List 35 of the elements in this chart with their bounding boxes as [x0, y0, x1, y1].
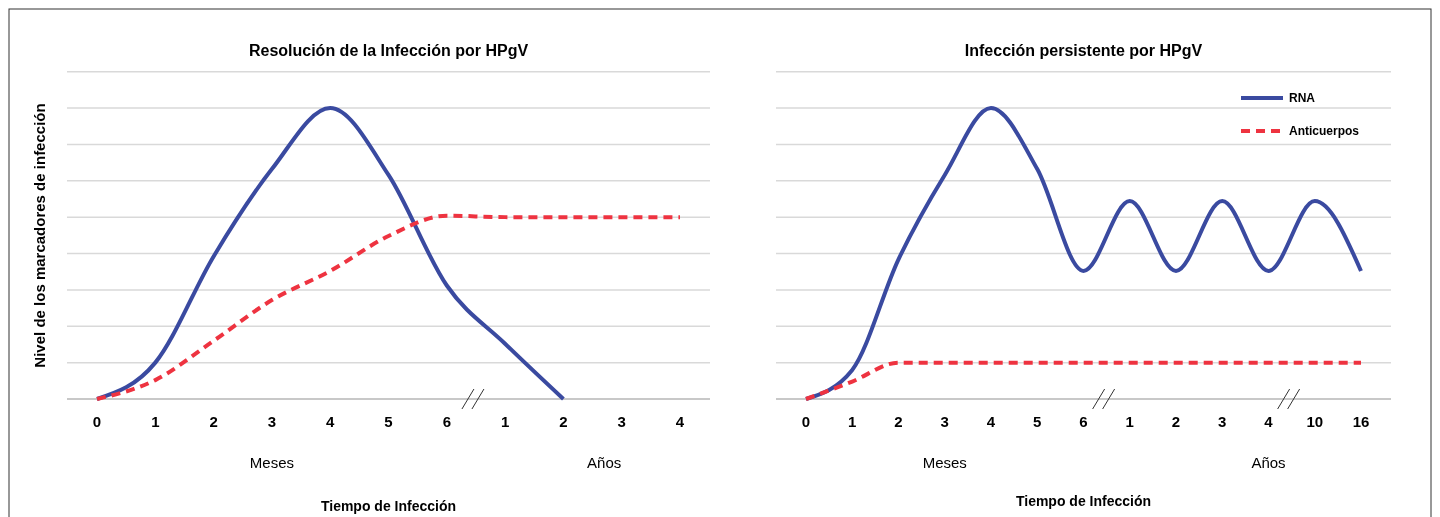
chart-title: Resolución de la Infección por HPgV	[248, 42, 529, 59]
x-tick-label: 16	[1352, 413, 1370, 430]
x-tick-label: 3	[267, 413, 277, 430]
x-tick-label: 5	[384, 413, 393, 430]
x-tick-label: 2	[559, 413, 568, 430]
y-axis-title: Nivel de los marcadores de infección	[31, 103, 48, 368]
x-tick-label: 4	[326, 413, 336, 430]
x-tick-label: 6	[442, 413, 451, 430]
x-tick-label: 3	[940, 413, 949, 430]
x-tick-label: 0	[92, 413, 102, 430]
text: Años	[587, 454, 622, 471]
x-tick-label: 4	[1264, 413, 1274, 430]
x-tick-label: 1	[848, 413, 857, 430]
x-tick-label: 5	[1033, 413, 1042, 430]
x-tick-label: 4	[986, 413, 996, 430]
x-tick-label: 1	[500, 413, 510, 430]
text: Meses	[922, 454, 967, 471]
x-tick-label: 3	[1218, 413, 1227, 430]
text: Meses	[249, 454, 294, 471]
x-tick-label: 2	[894, 413, 903, 430]
x-tick-label: 2	[209, 413, 218, 430]
text: Años	[1251, 454, 1286, 471]
x-tick-label: 2	[1171, 413, 1181, 430]
x-tick-label: 1	[1125, 413, 1134, 430]
x-tick-label: 1	[151, 413, 160, 430]
legend-label: Anticuerpos	[1289, 124, 1360, 138]
x-tick-label: 3	[617, 413, 626, 430]
x-tick-label: 0	[801, 413, 811, 430]
x-tick-label: 10	[1306, 413, 1324, 430]
x-tick-label: 4	[675, 413, 685, 430]
chart-title: Infección persistente por HPgV	[964, 42, 1203, 59]
x-axis-title: Tiempo de Infección	[320, 498, 457, 514]
x-tick-label: 6	[1079, 413, 1088, 430]
legend-label: RNA	[1289, 91, 1316, 105]
x-axis-title: Tiempo de Infección	[1015, 493, 1152, 509]
